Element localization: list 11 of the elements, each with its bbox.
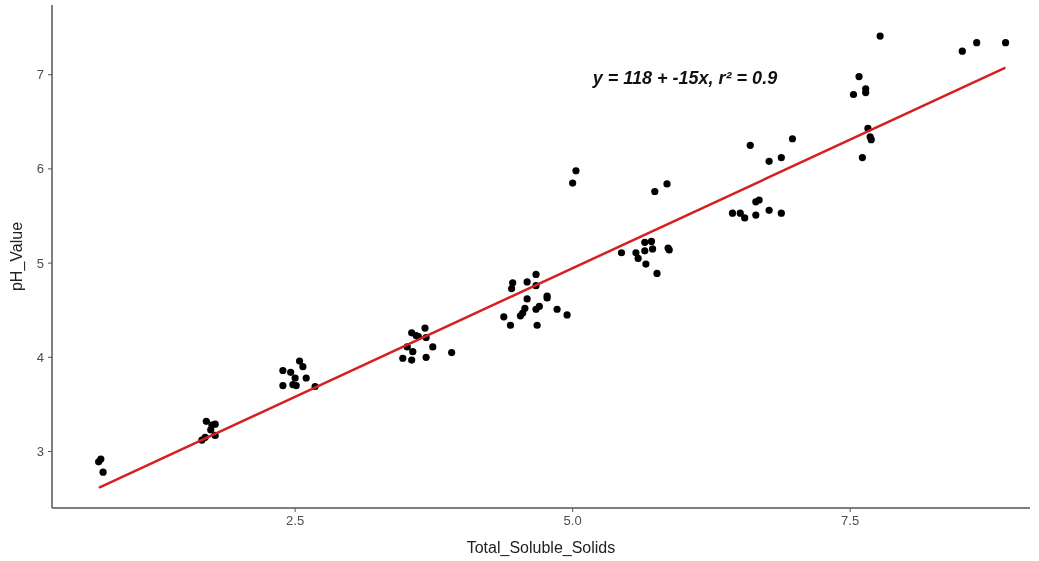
y-tick-label: 5 <box>36 255 44 271</box>
x-tick-label: 5.0 <box>563 513 582 528</box>
x-tick-label: 7.5 <box>841 513 860 528</box>
y-tick-label: 6 <box>36 161 44 177</box>
y-tick-label: 7 <box>36 67 44 83</box>
y-tick-label: 3 <box>36 444 44 460</box>
y-axis-title: pH_Value <box>8 221 26 292</box>
x-tick-label: 2.5 <box>286 513 305 528</box>
x-axis-title: Total_Soluble_Solids <box>466 539 616 557</box>
annotation: y = 118 + -15x, r² = 0.9 <box>591 68 778 88</box>
y-tick-label: 4 <box>36 349 44 365</box>
